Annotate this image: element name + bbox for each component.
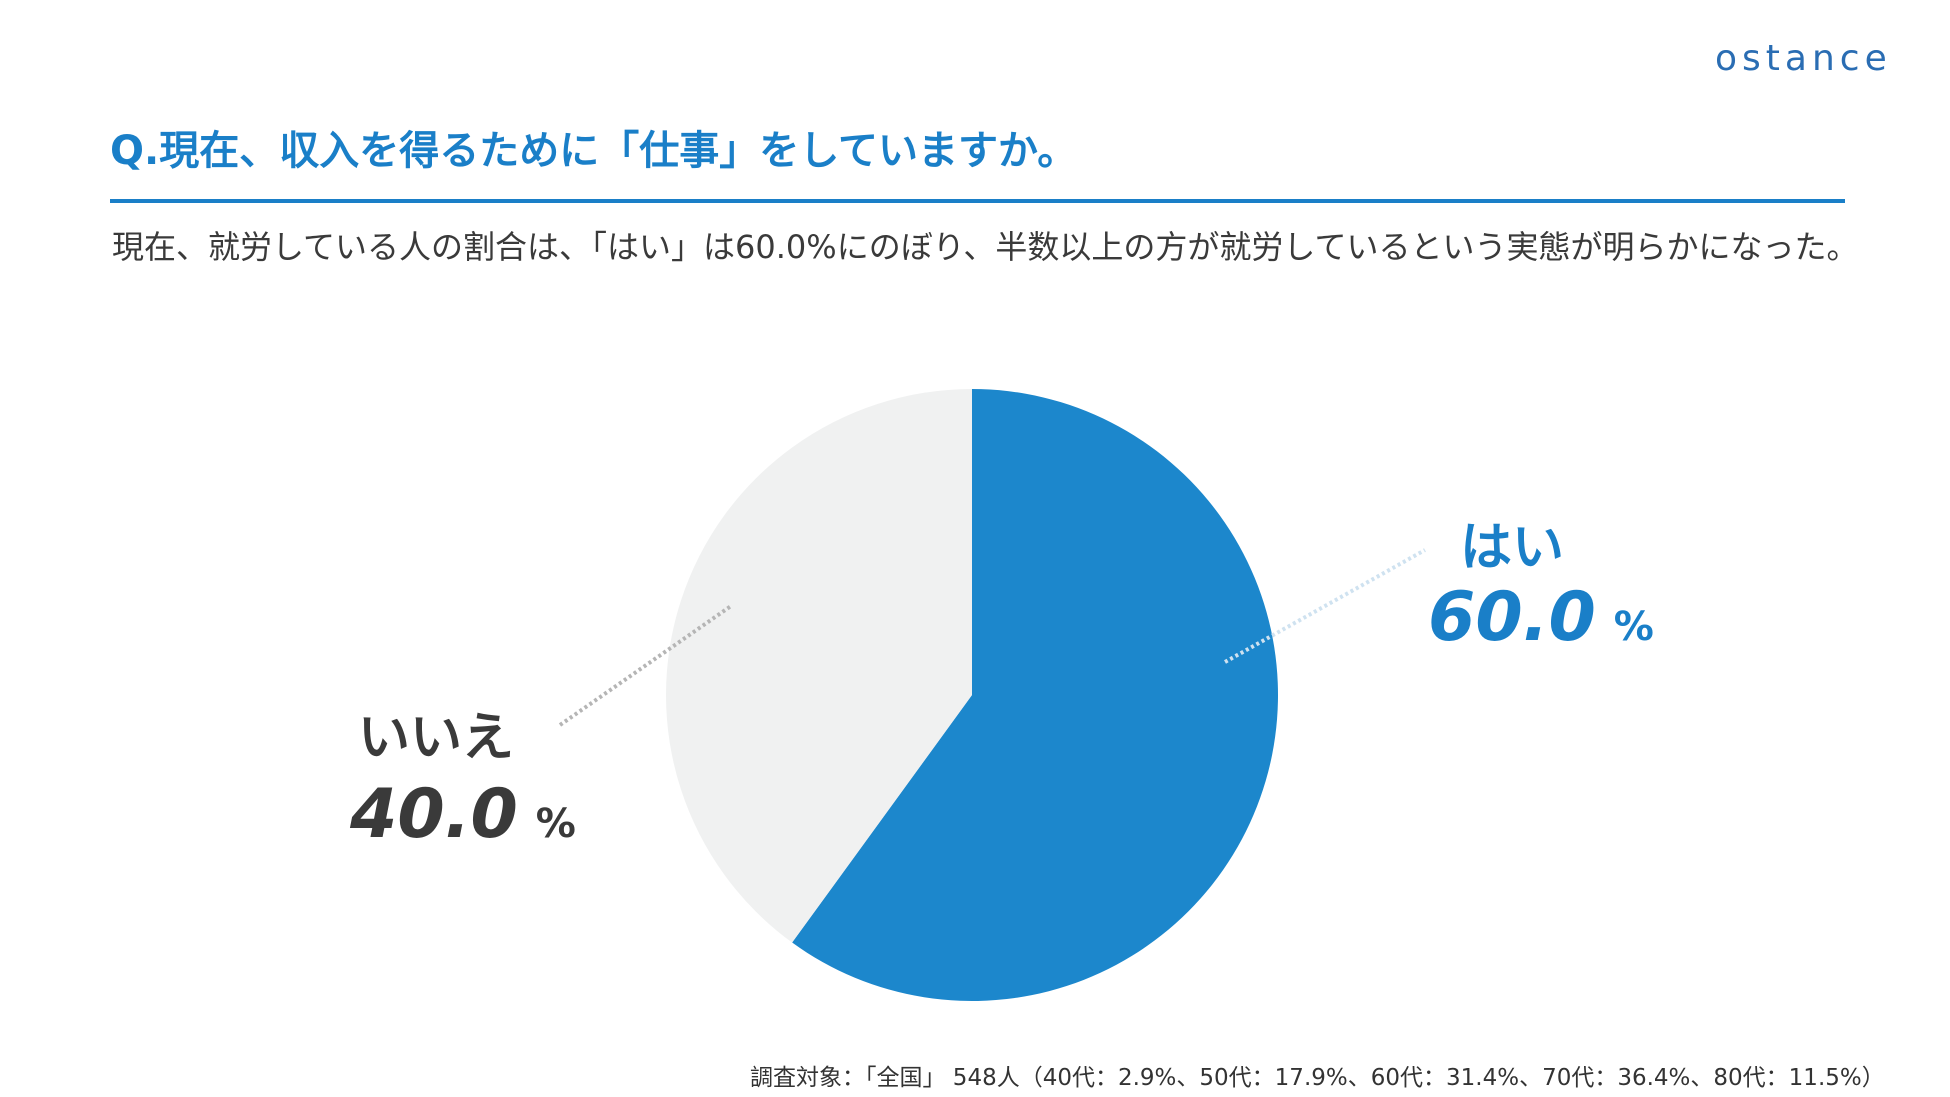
- survey-footnote: 調査対象：「全国」 548人（40代：2.9%、50代：17.9%、60代：31…: [750, 1065, 1885, 1091]
- value-no-unit: %: [535, 801, 576, 847]
- pie-slice-no: [666, 389, 972, 943]
- pie-slice-yes: [792, 389, 1278, 1001]
- value-yes: 60.0%: [1428, 578, 1654, 657]
- leader-line-yes: [1224, 548, 1426, 664]
- leader-line-no: [558, 604, 733, 727]
- label-yes: はい: [1460, 518, 1565, 578]
- description: 現在、就労している人の割合は、「はい」は60.0%にのぼり、半数以上の方が就労し…: [112, 228, 1859, 266]
- value-yes-number: 60.0: [1428, 578, 1596, 657]
- value-no: 40.0%: [350, 775, 576, 854]
- label-no: いいえ: [358, 708, 515, 768]
- value-yes-unit: %: [1613, 604, 1654, 650]
- page-title: Q.現在、収入を得るために「仕事」をしていますか。: [110, 128, 1078, 174]
- ostance-logo: ostance: [1715, 38, 1892, 79]
- title-divider: [110, 199, 1845, 203]
- value-no-number: 40.0: [350, 775, 518, 854]
